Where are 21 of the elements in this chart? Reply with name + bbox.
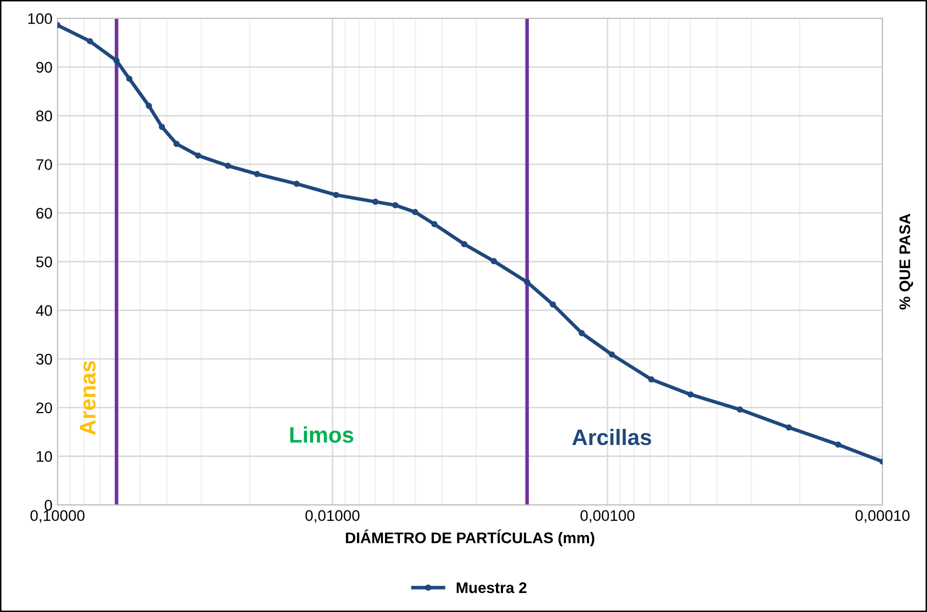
- x-axis-title: DIÁMETRO DE PARTÍCULAS (mm): [346, 530, 594, 546]
- annotation: Limos: [290, 426, 354, 443]
- y-tick-label: 0: [44, 500, 52, 511]
- y-tick-label: 60: [36, 208, 52, 219]
- y-tick-label: 40: [36, 305, 52, 316]
- y-tick-label: 30: [36, 354, 52, 365]
- x-tick-label: 0,10000: [30, 510, 84, 523]
- legend-label: Muestra 2: [456, 582, 526, 594]
- x-tick-label: 0,00010: [855, 510, 910, 523]
- annotation: Arenas: [80, 361, 96, 435]
- y-tick-label: 100: [28, 13, 52, 24]
- x-tick-label: 0,00100: [580, 510, 635, 523]
- y-tick-label: 20: [36, 402, 52, 414]
- y-tick-label: 50: [36, 256, 52, 268]
- y-tick-label: 70: [36, 159, 52, 170]
- y-tick-label: 90: [36, 62, 52, 73]
- y-axis-title: % QUE PASA: [899, 214, 914, 310]
- annotation: Arcillas: [572, 428, 652, 446]
- x-tick-label: 0,01000: [305, 510, 360, 523]
- y-tick-label: 10: [36, 451, 52, 462]
- y-tick-label: 80: [36, 110, 52, 122]
